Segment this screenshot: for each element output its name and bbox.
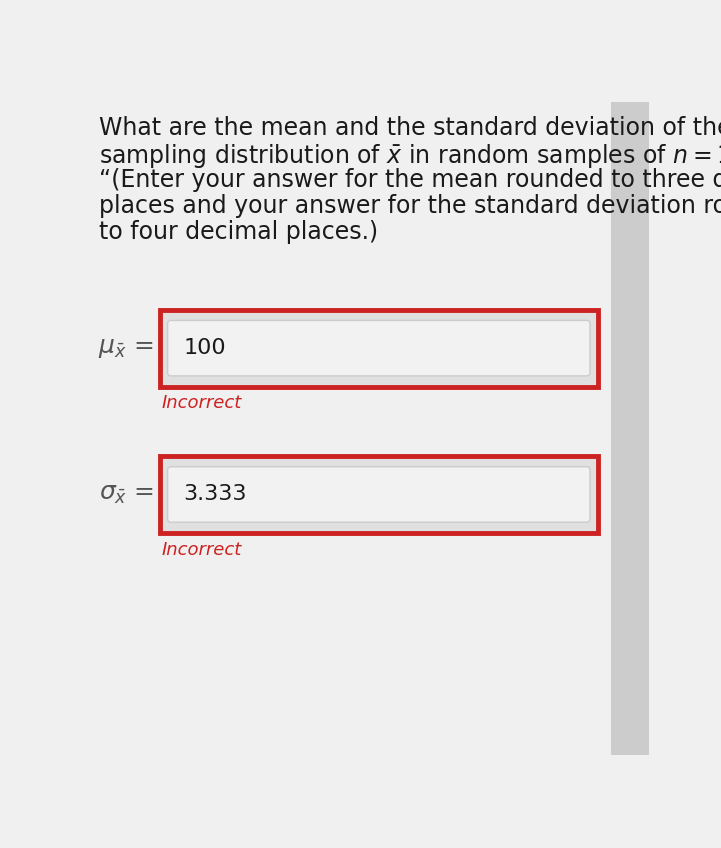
Text: to four decimal places.): to four decimal places.): [99, 220, 379, 244]
Text: “(Enter your answer for the mean rounded to three decimal: “(Enter your answer for the mean rounded…: [99, 168, 721, 192]
Text: sampling distribution of $\bar{x}$ in random samples of $n = 100$?: sampling distribution of $\bar{x}$ in ra…: [99, 142, 721, 170]
Text: 3.333: 3.333: [183, 484, 247, 505]
FancyBboxPatch shape: [167, 321, 590, 376]
FancyBboxPatch shape: [167, 466, 590, 522]
Text: places and your answer for the standard deviation rounded: places and your answer for the standard …: [99, 194, 721, 218]
Text: $\sigma_{\bar{x}}$ =: $\sigma_{\bar{x}}$ =: [99, 483, 154, 506]
Text: What are the mean and the standard deviation of the: What are the mean and the standard devia…: [99, 115, 721, 140]
Text: Incorrect: Incorrect: [162, 394, 242, 412]
FancyBboxPatch shape: [160, 310, 598, 387]
Text: $\mu_{\bar{x}}$ =: $\mu_{\bar{x}}$ =: [98, 336, 154, 360]
FancyBboxPatch shape: [160, 456, 598, 533]
Text: 100: 100: [183, 338, 226, 358]
Text: Incorrect: Incorrect: [162, 541, 242, 559]
FancyBboxPatch shape: [611, 102, 649, 755]
